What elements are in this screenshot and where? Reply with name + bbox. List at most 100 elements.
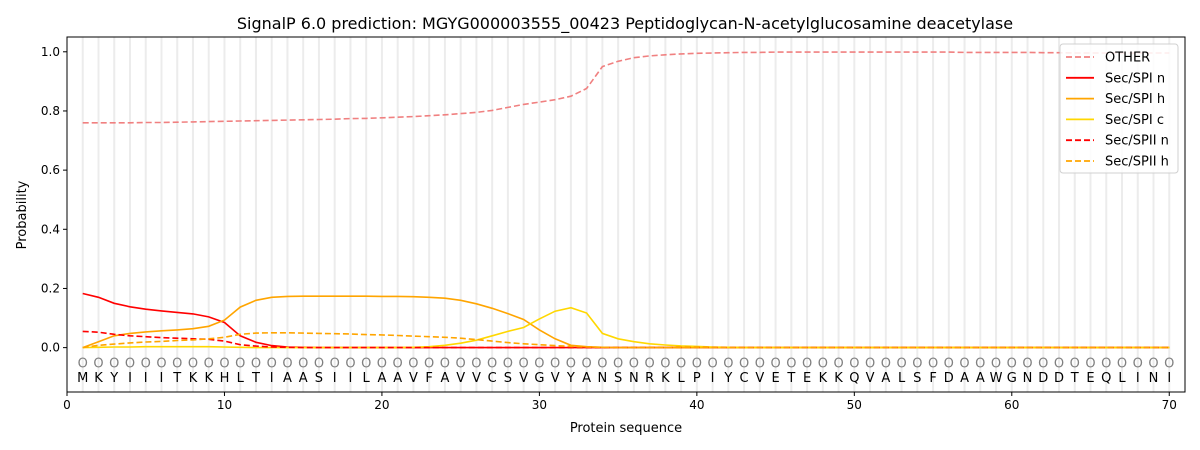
- residue-label: A: [582, 371, 591, 386]
- region-label: O: [1148, 356, 1158, 371]
- region-label: O: [314, 356, 324, 371]
- residue-label: M: [77, 371, 88, 386]
- region-label: O: [802, 356, 812, 371]
- region-label: O: [959, 356, 969, 371]
- legend-entry: Sec/SPI n: [1105, 71, 1165, 86]
- residue-label: V: [755, 371, 764, 386]
- region-label: O: [345, 356, 355, 371]
- residue-label: A: [393, 371, 402, 386]
- residue-label: I: [333, 371, 337, 386]
- residue-label: C: [740, 371, 749, 386]
- x-tick-label: 70: [1162, 398, 1177, 412]
- x-axis-label: Protein sequence: [570, 421, 682, 436]
- residue-label: N: [598, 371, 608, 386]
- residue-label: L: [677, 371, 685, 386]
- residue-label: A: [440, 371, 449, 386]
- region-label: O: [503, 356, 513, 371]
- residue-label: I: [128, 371, 132, 386]
- residue-label: Q: [849, 371, 859, 386]
- region-label: O: [534, 356, 544, 371]
- region-label: O: [440, 356, 450, 371]
- residue-label: Y: [723, 371, 732, 386]
- chart-title: SignalP 6.0 prediction: MGYG000003555_00…: [237, 14, 1013, 34]
- residue-label: A: [299, 371, 308, 386]
- axes-frame: [66, 36, 1186, 393]
- residue-label: K: [819, 371, 828, 386]
- region-label: O: [424, 356, 434, 371]
- residue-label: S: [315, 371, 323, 386]
- region-label: O: [298, 356, 308, 371]
- x-tick-label: 40: [689, 398, 704, 412]
- y-tick-label: 0.8: [41, 104, 60, 118]
- region-label: O: [881, 356, 891, 371]
- y-axis-label: Probability: [15, 180, 30, 249]
- region-label: O: [707, 356, 717, 371]
- region-label: O: [833, 356, 843, 371]
- residue-label: P: [693, 371, 701, 386]
- residue-label: A: [881, 371, 890, 386]
- residue-label: F: [425, 371, 432, 386]
- residue-label: L: [1118, 371, 1126, 386]
- residue-label: I: [144, 371, 148, 386]
- residue-label: V: [456, 371, 465, 386]
- residue-label: K: [204, 371, 213, 386]
- region-label: O: [93, 356, 103, 371]
- residue-label: L: [898, 371, 906, 386]
- x-tick-label: 60: [1004, 398, 1019, 412]
- legend-entry: OTHER: [1105, 51, 1150, 66]
- y-tick-label: 1.0: [41, 45, 60, 59]
- region-label: O: [770, 356, 780, 371]
- region-label: O: [188, 356, 198, 371]
- region-label: O: [156, 356, 166, 371]
- residue-label: I: [1136, 371, 1140, 386]
- legend-entry: Sec/SPI h: [1105, 92, 1165, 107]
- region-label: O: [912, 356, 922, 371]
- residue-label: V: [551, 371, 560, 386]
- region-label: O: [1101, 356, 1111, 371]
- x-tick-label: 20: [374, 398, 389, 412]
- residue-label: T: [172, 371, 181, 386]
- residue-label: S: [504, 371, 512, 386]
- residue-label: W: [990, 371, 1003, 386]
- region-label: O: [865, 356, 875, 371]
- residue-label: K: [189, 371, 198, 386]
- region-label: O: [692, 356, 702, 371]
- residue-label: F: [929, 371, 936, 386]
- region-label: O: [975, 356, 985, 371]
- region-label: O: [723, 356, 733, 371]
- region-label: O: [613, 356, 623, 371]
- residue-label: I: [270, 371, 274, 386]
- region-label: O: [330, 356, 340, 371]
- residue-label: G: [1007, 371, 1017, 386]
- residue-label: V: [472, 371, 481, 386]
- residue-label: S: [913, 371, 921, 386]
- region-label: O: [849, 356, 859, 371]
- region-label: O: [204, 356, 214, 371]
- residue-label: I: [711, 371, 715, 386]
- residue-label: Q: [1101, 371, 1111, 386]
- x-tick-label: 30: [532, 398, 547, 412]
- region-label: O: [896, 356, 906, 371]
- region-label: O: [1007, 356, 1017, 371]
- legend-entry: Sec/SPI c: [1105, 113, 1164, 128]
- region-label: O: [487, 356, 497, 371]
- residue-label: A: [283, 371, 292, 386]
- residue-label: E: [1086, 371, 1094, 386]
- region-label: O: [928, 356, 938, 371]
- x-tick-label: 50: [847, 398, 862, 412]
- region-label: O: [582, 356, 592, 371]
- residue-label: A: [377, 371, 386, 386]
- series-line-sec-spii-h: [82, 331, 1170, 349]
- region-label: O: [377, 356, 387, 371]
- residue-label: N: [629, 371, 639, 386]
- region-label: O: [408, 356, 418, 371]
- residue-label: R: [645, 371, 654, 386]
- residue-label: L: [237, 371, 245, 386]
- residue-label: K: [94, 371, 103, 386]
- y-tick-label: 0.6: [41, 163, 60, 177]
- residue-label: E: [771, 371, 779, 386]
- y-tick-label: 0.4: [41, 222, 60, 236]
- region-label: O: [660, 356, 670, 371]
- region-label: O: [550, 356, 560, 371]
- region-label: O: [645, 356, 655, 371]
